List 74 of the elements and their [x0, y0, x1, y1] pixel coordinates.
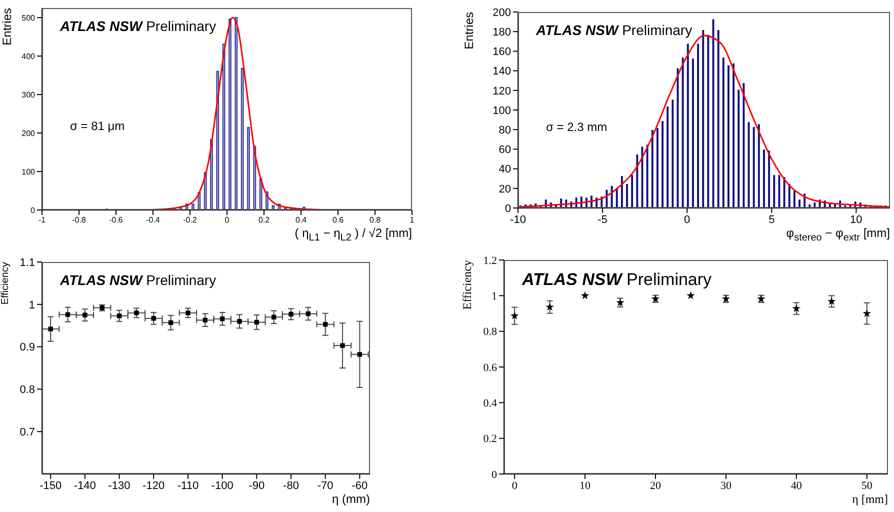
y-tick-label: 200	[492, 6, 511, 19]
y-tick-label: 100	[22, 167, 36, 176]
x-tick-label: 10	[850, 214, 862, 226]
x-tick-label: -1	[38, 216, 46, 225]
x-tick-label: 30	[720, 480, 732, 492]
x-axis-title: φ$_{stereo}$ − φ$_{extr}$ [mm]	[786, 226, 890, 244]
x-tick-label: -90	[248, 480, 265, 492]
y-tick-label: 20	[498, 183, 511, 196]
x-tick-label: 0.2	[258, 216, 270, 225]
y-tick-label: 0	[492, 468, 498, 481]
y-tick-label: 0.8	[20, 384, 35, 396]
y-tick-label: 0.7	[20, 426, 35, 439]
x-tick-label: -110	[177, 480, 199, 492]
y-tick-label: 60	[498, 144, 511, 156]
y-tick-label: 0.6	[483, 362, 498, 374]
y-tick-label: 1.2	[483, 254, 497, 267]
y-axis-title: Efficiency	[460, 260, 475, 310]
x-tick-label: -0.8	[72, 216, 86, 225]
x-tick-label: 0.8	[369, 216, 382, 225]
annotation: σ = 81 μm	[70, 119, 125, 134]
x-axis-title: η (mm)	[332, 492, 370, 506]
x-tick-label: -0.4	[146, 216, 160, 225]
y-tick-label: 100	[492, 104, 511, 117]
annotation: ATLAS NSW Preliminary	[522, 270, 712, 289]
x-tick-label: -70	[317, 480, 334, 492]
x-tick-label: 0	[224, 216, 230, 225]
x-tick-label: 0.4	[295, 216, 308, 225]
annotation: ATLAS NSW Preliminary	[536, 22, 692, 38]
y-tick-label: 400	[22, 52, 36, 61]
annotation: ATLAS NSW Preliminary	[60, 272, 216, 288]
x-tick-label: 40	[790, 480, 802, 492]
x-axis-title: ( η$_{L1}$ − η$_{L2}$ ) / √2 [mm]	[294, 226, 412, 244]
x-tick-label: -0.6	[109, 216, 124, 225]
y-axis-title: Entries	[0, 8, 14, 46]
y-tick-label: 300	[22, 90, 36, 100]
x-tick-label: -10	[510, 214, 526, 226]
y-axis-title: Efficiency	[0, 262, 11, 305]
y-tick-label: 1.1	[20, 256, 35, 269]
y-tick-label: 0.8	[483, 326, 498, 338]
x-tick-label: -0.2	[183, 216, 198, 225]
x-tick-label: -100	[211, 480, 234, 492]
x-tick-label: -80	[283, 480, 299, 492]
y-tick-label: 40	[498, 164, 511, 176]
y-tick-label: 0.9	[20, 342, 35, 354]
x-tick-label: -5	[598, 214, 608, 226]
y-axis-title: Entries	[462, 12, 476, 50]
annotation: σ = 2.3 mm	[546, 120, 608, 134]
y-tick-label: 160	[492, 46, 511, 58]
x-axis-title: η [mm]	[852, 492, 888, 507]
x-tick-label: -140	[74, 480, 96, 492]
y-tick-label: 180	[492, 26, 511, 39]
y-tick-label: 140	[492, 66, 511, 78]
annotation: ATLAS NSW Preliminary	[60, 18, 216, 34]
y-tick-label: 0	[504, 202, 511, 215]
y-tick-label: 80	[498, 124, 511, 137]
x-tick-label: 50	[861, 480, 873, 492]
y-tick-label: 0.2	[483, 433, 497, 446]
x-tick-label: -60	[352, 480, 368, 492]
y-tick-label: 1	[28, 299, 35, 312]
x-tick-label: 0.6	[332, 216, 344, 225]
y-tick-label: 200	[22, 128, 36, 138]
x-tick-label: 1	[410, 216, 415, 225]
y-tick-label: 500	[22, 13, 36, 22]
x-tick-label: 5	[768, 214, 775, 226]
x-tick-label: -120	[142, 480, 165, 492]
x-tick-label: -150	[40, 480, 62, 492]
x-tick-label: 10	[580, 480, 592, 492]
x-tick-label: 0	[684, 214, 690, 226]
y-tick-label: 0.4	[483, 398, 498, 410]
y-tick-label: 120	[492, 85, 511, 98]
x-tick-label: 20	[650, 480, 662, 492]
x-tick-label: -130	[108, 480, 130, 492]
y-tick-label: 1	[492, 290, 497, 303]
y-tick-label: 0	[30, 206, 36, 215]
